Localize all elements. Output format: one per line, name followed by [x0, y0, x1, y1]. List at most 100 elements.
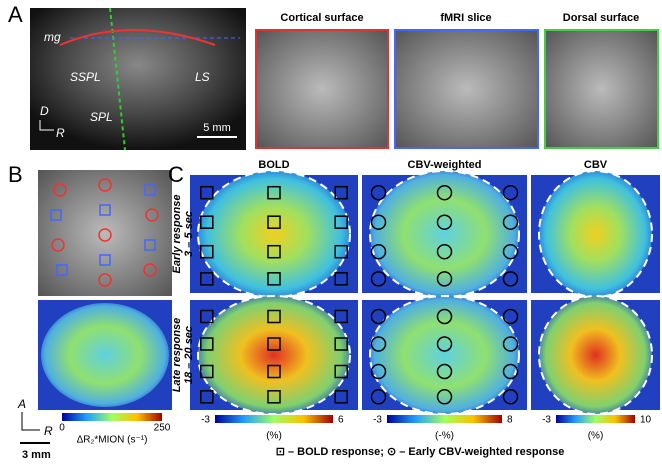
annotation: SSPL [70, 70, 101, 84]
map-image [198, 171, 350, 297]
roi-marker [334, 185, 348, 200]
image-title: Dorsal surface [563, 12, 639, 24]
colorbar-label: 250 [154, 423, 171, 434]
row-label: Late response [171, 318, 183, 393]
roi-marker [334, 337, 348, 351]
roi-marker [436, 336, 453, 352]
roi-marker [51, 238, 65, 252]
roi-marker [267, 215, 281, 229]
annotation: A [17, 397, 26, 411]
roi-marker [502, 271, 519, 287]
roi-marker [436, 243, 453, 260]
annotation: SPL [90, 110, 113, 124]
colorbar-title: ΔR₂*MION (s⁻¹) [77, 435, 148, 446]
roi-marker [53, 183, 67, 197]
panel-label: C [168, 162, 184, 187]
roi-marker [267, 185, 281, 200]
roi-marker [98, 273, 112, 287]
orientation-axes [21, 412, 40, 431]
roi-marker [144, 184, 156, 196]
roi-marker [56, 264, 68, 276]
annotation: LS [195, 70, 210, 84]
annotation: R [44, 424, 53, 438]
roi-marker [502, 184, 519, 201]
surface-image [544, 29, 659, 149]
row-label: 3 – 5 sec [183, 211, 195, 257]
roi-marker [436, 214, 453, 230]
map-image [539, 171, 652, 297]
row-label: 18 – 20 sec [183, 326, 195, 384]
roi-marker [334, 215, 348, 229]
roi-marker [436, 363, 453, 380]
roi-marker [334, 272, 348, 286]
scale-label: 5 mm [203, 122, 231, 134]
roi-marker [370, 184, 387, 201]
colorbar-label: -3 [542, 415, 551, 426]
roi-marker [436, 271, 453, 287]
roi-marker [50, 209, 62, 221]
roi-marker [370, 271, 387, 287]
roi-marker [267, 337, 281, 351]
colorbar-label: -3 [373, 415, 382, 426]
roi-marker [436, 389, 453, 405]
colorbar [215, 415, 333, 423]
colorbar-unit: (%) [588, 431, 604, 442]
scale-label: 3 mm [22, 449, 51, 461]
colorbar-label: 6 [338, 415, 344, 426]
roi-marker [502, 389, 519, 405]
surface-image [38, 170, 172, 296]
roi-marker [267, 364, 281, 379]
brain-outline [197, 295, 351, 415]
roi-marker [334, 309, 348, 324]
colorbar-unit: (-%) [435, 431, 454, 442]
roi-marker [267, 309, 281, 324]
column-title: CBV [584, 159, 608, 171]
colorbar [387, 415, 502, 423]
roi-marker [370, 243, 387, 260]
map-image [539, 296, 652, 414]
image-title: Cortical surface [280, 12, 363, 24]
roi-marker [99, 204, 111, 216]
annotation: D [40, 104, 49, 118]
roi-marker [334, 244, 348, 259]
roi-marker [98, 178, 112, 192]
roi-marker [436, 184, 453, 201]
roi-marker [267, 244, 281, 259]
roi-marker [370, 336, 387, 352]
roi-marker [502, 308, 519, 325]
roi-marker [267, 390, 281, 404]
map-image [41, 303, 169, 407]
roi-marker [144, 239, 156, 251]
panel-label: B [8, 162, 23, 187]
roi-marker [502, 243, 519, 260]
roi-marker [370, 214, 387, 230]
colorbar-label: -3 [201, 415, 210, 426]
roi-marker [200, 309, 214, 324]
surface-line [59, 29, 216, 46]
map-image [370, 171, 519, 297]
roi-marker [99, 254, 111, 266]
brain-outline [369, 295, 520, 415]
panel-label: A [8, 2, 23, 27]
roi-marker [334, 364, 348, 379]
map-image [370, 296, 519, 414]
surface-image [255, 29, 389, 149]
colorbar [556, 415, 635, 423]
roi-marker [200, 272, 214, 286]
colorbar-label: 0 [59, 423, 65, 434]
roi-marker [145, 208, 159, 222]
image-title: fMRI slice [440, 12, 491, 24]
annotation: mg [44, 30, 61, 44]
colorbar [62, 413, 162, 421]
roi-marker [370, 363, 387, 380]
colorbar-label: 8 [507, 415, 513, 426]
brain-outline [538, 295, 653, 415]
roi-marker [436, 308, 453, 325]
roi-marker [200, 244, 214, 259]
roi-marker [267, 272, 281, 286]
roi-marker [200, 364, 214, 379]
colorbar-label: 10 [640, 415, 652, 426]
surface-image [394, 29, 539, 149]
